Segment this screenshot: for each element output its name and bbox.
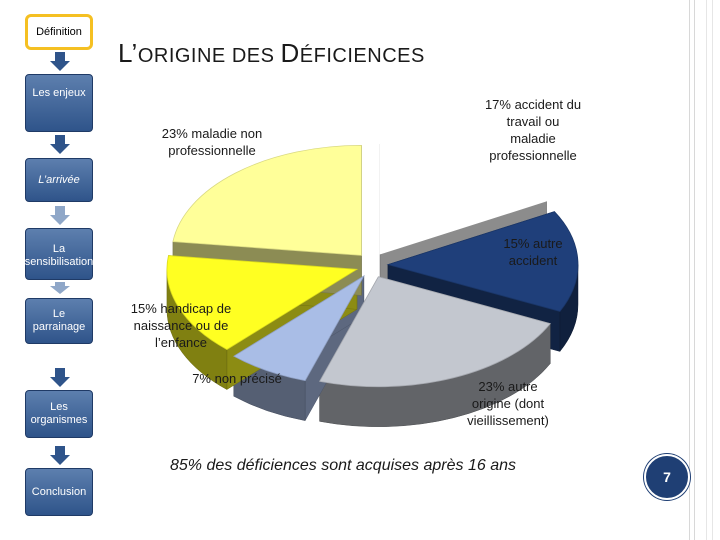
flow-arrow-icon: [50, 206, 70, 226]
decor-line: [694, 0, 695, 540]
title-tail: ÉFICIENCES: [299, 45, 425, 67]
slice-label: 23% autre origine (dont vieillissement): [467, 379, 549, 428]
page-title: L’ORIGINE DES DÉFICIENCES: [118, 38, 425, 69]
page-number: 7: [644, 454, 690, 500]
footnote: 85% des déficiences sont acquises après …: [170, 457, 516, 474]
pie-slice: [386, 211, 579, 312]
nav-item-arrivee[interactable]: L’arrivée: [25, 158, 93, 202]
flow-arrow-icon: [50, 135, 70, 155]
slice-label: 15% handicap de naissance ou de l’enfance: [131, 301, 231, 350]
pie-slice: [319, 276, 551, 388]
nav-item-conclusion[interactable]: Conclusion: [25, 468, 93, 516]
nav-item-enjeux[interactable]: Les enjeux: [25, 74, 93, 132]
pie-slice: [166, 255, 359, 350]
pie-slice: [232, 274, 365, 382]
decor-line: [689, 0, 690, 540]
flow-arrow-icon: [50, 52, 70, 72]
title-first-letter: L’: [118, 38, 138, 68]
slice-label: 15% autre accident: [503, 236, 562, 268]
pie-tops: [166, 143, 579, 388]
slice-label: 23% maladie non professionnelle: [162, 126, 262, 158]
flow-arrow-icon: [50, 446, 70, 466]
title-part: ORIGINE DES: [137, 45, 281, 67]
nav-item-parrainage[interactable]: Le parrainage: [25, 298, 93, 344]
title-accent-letter: D: [280, 38, 300, 68]
pie-slice: [379, 143, 548, 255]
slice-label: 7% non précisé: [192, 371, 282, 386]
pie-slice: [172, 144, 362, 256]
nav-item-definition[interactable]: Définition: [25, 14, 93, 50]
decor-line: [706, 0, 707, 540]
nav-item-organismes[interactable]: Les organismes: [25, 390, 93, 438]
slice-label: 17% accident du travail ou maladie professi…: [485, 97, 581, 163]
flow-arrow-icon: [50, 368, 70, 388]
flow-arrow-icon: [50, 282, 70, 296]
nav-item-sensibilisation[interactable]: La sensibilisation: [25, 228, 93, 280]
decor-line: [712, 0, 713, 540]
